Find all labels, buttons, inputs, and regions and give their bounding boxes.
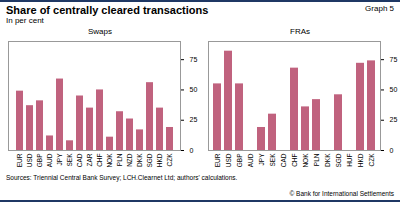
svg-text:25: 25 bbox=[190, 116, 198, 123]
svg-text:USD: USD bbox=[225, 153, 232, 167]
svg-text:GBP: GBP bbox=[36, 154, 43, 168]
svg-text:PLN: PLN bbox=[313, 153, 320, 166]
svg-text:75: 75 bbox=[390, 56, 398, 63]
svg-text:EUR: EUR bbox=[214, 153, 221, 167]
svg-text:SGD: SGD bbox=[335, 153, 342, 167]
svg-text:SGD: SGD bbox=[146, 153, 153, 167]
svg-text:CAD: CAD bbox=[76, 153, 83, 167]
svg-text:25: 25 bbox=[390, 116, 398, 123]
svg-text:CAD: CAD bbox=[280, 153, 287, 167]
html-text:Graph 5: Graph 5 bbox=[365, 4, 394, 13]
svg-text:50: 50 bbox=[390, 86, 398, 93]
svg-text:HKD: HKD bbox=[357, 153, 364, 167]
svg-text:CHF: CHF bbox=[291, 153, 298, 166]
svg-text:SEK: SEK bbox=[66, 153, 73, 167]
html-text:© Bank for International Settl: © Bank for International Settlements bbox=[289, 190, 394, 197]
svg-text:NOK: NOK bbox=[302, 153, 309, 168]
svg-text:0: 0 bbox=[390, 147, 394, 154]
svg-text:PLN: PLN bbox=[116, 153, 123, 166]
svg-text:JPY: JPY bbox=[258, 153, 265, 166]
svg-text:EUR: EUR bbox=[16, 153, 23, 167]
svg-text:SEK: SEK bbox=[269, 153, 276, 167]
html-text:Swaps: Swaps bbox=[88, 27, 112, 36]
html-text:Share of centrally cleared tra: Share of centrally cleared transactions bbox=[6, 4, 209, 16]
html-text:FRAs: FRAs bbox=[290, 27, 310, 36]
svg-text:DKK: DKK bbox=[324, 153, 331, 167]
svg-text:ZAR: ZAR bbox=[86, 153, 93, 166]
svg-text:CZK: CZK bbox=[166, 153, 173, 167]
svg-text:NZD: NZD bbox=[126, 153, 133, 167]
svg-text:50: 50 bbox=[190, 86, 198, 93]
svg-text:DKK: DKK bbox=[136, 153, 143, 167]
svg-text:NOK: NOK bbox=[106, 153, 113, 168]
svg-text:GBP: GBP bbox=[236, 154, 243, 168]
svg-text:HKD: HKD bbox=[156, 153, 163, 167]
svg-text:75: 75 bbox=[190, 56, 198, 63]
svg-text:JPY: JPY bbox=[56, 153, 63, 166]
svg-text:0: 0 bbox=[190, 147, 194, 154]
svg-text:CZK: CZK bbox=[368, 153, 375, 167]
svg-text:HUF: HUF bbox=[346, 153, 353, 166]
html-text:Sources: Triennial Central Ban: Sources: Triennial Central Bank Survey; … bbox=[6, 174, 238, 181]
svg-text:USD: USD bbox=[26, 153, 33, 167]
svg-text:AUD: AUD bbox=[247, 153, 254, 167]
svg-text:AUD: AUD bbox=[46, 153, 53, 167]
html-text:In per cent: In per cent bbox=[6, 16, 44, 25]
svg-text:CHF: CHF bbox=[96, 153, 103, 166]
